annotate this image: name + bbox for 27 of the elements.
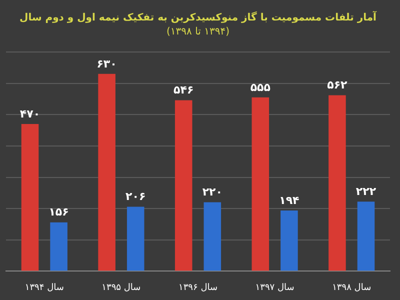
bar [328,95,346,271]
bar [174,100,192,271]
bar [280,210,298,271]
bar [98,74,116,271]
chart-subtitle: (۱۳۹۴ تا ۱۳۹۸) [166,26,230,38]
x-tick-label: سال ۱۳۹۸ [332,282,372,293]
x-tick-label: سال ۱۳۹۶ [178,282,218,293]
bar [50,222,68,271]
x-tick-label: سال ۱۳۹۴ [24,282,64,293]
data-label: ۵۴۶ [174,84,194,97]
data-label: ۲۰۶ [126,190,146,204]
data-label: ۴۷۰ [20,107,40,120]
data-label: ۱۵۶ [48,206,69,219]
data-label: ۶۳۰ [96,57,117,70]
bar [357,202,375,271]
data-label: ۵۵۵ [250,80,271,94]
bar [252,97,270,271]
chart-title: آمار تلفات مسمومیت با گاز منوکسیدکربن به تفکیک نیمه اول و دوم سال [20,10,378,24]
bar [21,124,39,271]
bar [204,202,222,271]
data-label: ۲۲۰ [202,186,222,199]
data-label: ۱۹۴ [279,194,300,207]
data-label: ۲۲۲ [356,185,376,198]
bar [126,206,144,271]
x-tick-label: سال ۱۳۹۵ [102,282,141,293]
data-label: ۵۶۲ [327,78,348,92]
x-tick-label: سال ۱۳۹۷ [255,282,294,293]
